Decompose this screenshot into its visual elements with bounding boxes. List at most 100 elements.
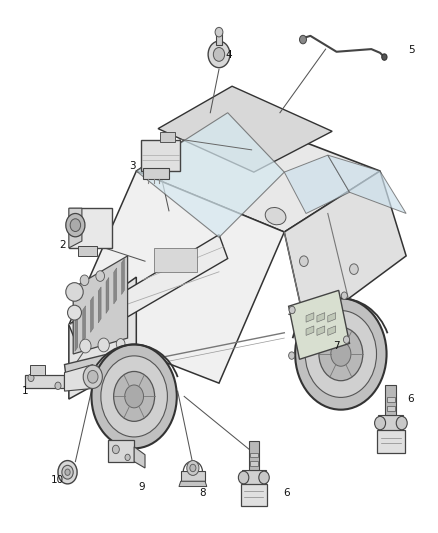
Circle shape bbox=[116, 338, 125, 349]
Polygon shape bbox=[317, 326, 325, 335]
Polygon shape bbox=[284, 155, 350, 214]
Circle shape bbox=[238, 471, 249, 484]
Polygon shape bbox=[306, 313, 314, 322]
Circle shape bbox=[187, 461, 199, 475]
Circle shape bbox=[289, 352, 295, 359]
Polygon shape bbox=[69, 208, 82, 248]
Polygon shape bbox=[98, 287, 101, 323]
Circle shape bbox=[396, 416, 407, 430]
FancyBboxPatch shape bbox=[160, 132, 176, 142]
Circle shape bbox=[58, 461, 77, 484]
Circle shape bbox=[319, 327, 363, 381]
Polygon shape bbox=[328, 326, 336, 335]
Polygon shape bbox=[328, 313, 336, 322]
Text: 6: 6 bbox=[407, 394, 414, 404]
Circle shape bbox=[62, 465, 73, 479]
Polygon shape bbox=[64, 365, 93, 391]
Text: 7: 7 bbox=[333, 341, 340, 351]
Ellipse shape bbox=[66, 282, 83, 301]
Polygon shape bbox=[328, 155, 406, 214]
FancyBboxPatch shape bbox=[78, 246, 97, 256]
Text: 9: 9 bbox=[138, 481, 145, 491]
Polygon shape bbox=[91, 296, 93, 333]
FancyBboxPatch shape bbox=[386, 406, 396, 411]
Circle shape bbox=[65, 469, 70, 475]
Polygon shape bbox=[134, 447, 145, 468]
Polygon shape bbox=[83, 306, 85, 342]
Circle shape bbox=[92, 344, 177, 448]
Ellipse shape bbox=[265, 207, 286, 225]
Text: 8: 8 bbox=[199, 488, 206, 498]
FancyBboxPatch shape bbox=[250, 453, 258, 457]
Polygon shape bbox=[136, 113, 380, 232]
FancyBboxPatch shape bbox=[250, 462, 258, 466]
Circle shape bbox=[80, 275, 89, 286]
Polygon shape bbox=[73, 256, 127, 354]
Circle shape bbox=[66, 214, 85, 237]
Circle shape bbox=[300, 35, 307, 44]
Polygon shape bbox=[136, 113, 284, 237]
Circle shape bbox=[80, 339, 91, 353]
Circle shape bbox=[98, 338, 110, 352]
Circle shape bbox=[343, 336, 350, 343]
Text: 5: 5 bbox=[408, 45, 415, 55]
Circle shape bbox=[28, 374, 34, 382]
Polygon shape bbox=[179, 481, 207, 487]
Text: 1: 1 bbox=[22, 386, 28, 396]
Circle shape bbox=[350, 264, 358, 274]
Polygon shape bbox=[30, 365, 45, 375]
Polygon shape bbox=[69, 235, 228, 346]
Polygon shape bbox=[242, 470, 266, 485]
Text: 3: 3 bbox=[130, 161, 136, 171]
Circle shape bbox=[331, 342, 351, 366]
Circle shape bbox=[55, 382, 61, 390]
Circle shape bbox=[113, 372, 155, 422]
Circle shape bbox=[83, 365, 102, 389]
Circle shape bbox=[208, 41, 230, 68]
Circle shape bbox=[190, 464, 196, 472]
FancyBboxPatch shape bbox=[141, 140, 180, 171]
Circle shape bbox=[96, 271, 105, 281]
Circle shape bbox=[259, 471, 269, 484]
Text: 2: 2 bbox=[59, 240, 66, 251]
FancyBboxPatch shape bbox=[385, 385, 396, 415]
FancyBboxPatch shape bbox=[241, 484, 267, 506]
Polygon shape bbox=[181, 471, 205, 481]
Circle shape bbox=[213, 47, 225, 61]
Polygon shape bbox=[75, 316, 78, 351]
Circle shape bbox=[125, 385, 144, 408]
Circle shape bbox=[70, 219, 81, 231]
Polygon shape bbox=[158, 86, 332, 172]
Polygon shape bbox=[69, 171, 284, 383]
Circle shape bbox=[88, 370, 98, 383]
Circle shape bbox=[295, 298, 387, 410]
Polygon shape bbox=[284, 171, 406, 330]
Text: 10: 10 bbox=[50, 475, 64, 484]
FancyBboxPatch shape bbox=[143, 168, 169, 179]
Circle shape bbox=[101, 356, 167, 437]
FancyBboxPatch shape bbox=[69, 208, 113, 248]
Circle shape bbox=[300, 256, 308, 266]
Polygon shape bbox=[114, 268, 117, 304]
Circle shape bbox=[341, 292, 347, 300]
Circle shape bbox=[215, 27, 223, 37]
Polygon shape bbox=[378, 415, 403, 431]
FancyBboxPatch shape bbox=[377, 430, 405, 453]
Polygon shape bbox=[106, 277, 109, 313]
FancyBboxPatch shape bbox=[249, 441, 259, 470]
FancyBboxPatch shape bbox=[215, 33, 223, 45]
FancyBboxPatch shape bbox=[108, 440, 134, 462]
Circle shape bbox=[289, 306, 295, 314]
FancyBboxPatch shape bbox=[154, 248, 197, 272]
Polygon shape bbox=[69, 277, 136, 399]
Circle shape bbox=[382, 54, 387, 60]
Text: 4: 4 bbox=[225, 51, 232, 60]
Circle shape bbox=[374, 416, 385, 430]
Polygon shape bbox=[122, 259, 124, 295]
Polygon shape bbox=[306, 326, 314, 335]
Polygon shape bbox=[64, 346, 143, 382]
Polygon shape bbox=[25, 375, 64, 389]
Circle shape bbox=[113, 445, 119, 454]
Polygon shape bbox=[317, 313, 325, 322]
Circle shape bbox=[305, 311, 377, 398]
